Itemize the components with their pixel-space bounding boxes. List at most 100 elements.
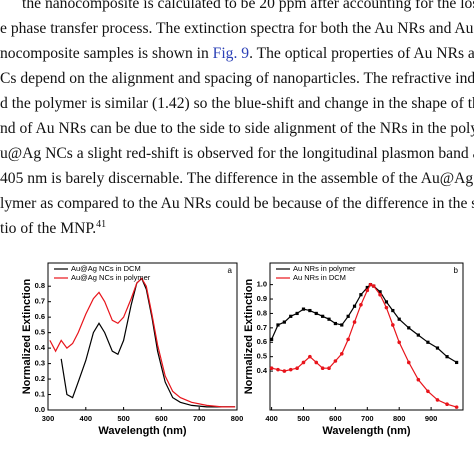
marker xyxy=(333,359,338,363)
marker xyxy=(314,360,319,365)
text-line: lymer as compared to the Au NRs could be… xyxy=(0,191,474,216)
y-tick-label: 0.8 xyxy=(257,308,267,317)
figure-link[interactable]: Fig. 9 xyxy=(212,45,250,62)
x-tick-label: 600 xyxy=(329,414,342,423)
marker xyxy=(282,369,287,373)
marker xyxy=(295,366,299,371)
marker xyxy=(352,320,357,324)
marker xyxy=(327,317,331,321)
text-line: Cs depend on the alignment and spacing o… xyxy=(0,66,474,91)
text: d the polymer is similar (1.42) so the b… xyxy=(0,95,474,112)
series-line xyxy=(60,277,236,408)
marker xyxy=(397,340,401,345)
marker xyxy=(359,293,363,297)
text: nd of Au NRs can be due to the side to s… xyxy=(0,120,474,137)
text: . The optical properties of Au NRs and xyxy=(249,45,474,62)
legend-label: Au NRs in DCM xyxy=(293,273,346,282)
y-tick-label: 0.0 xyxy=(35,405,45,414)
x-axis-label: Wavelength (nm) xyxy=(322,425,411,437)
marker xyxy=(352,304,357,308)
marker xyxy=(426,389,430,394)
x-axis-label: Wavelength (nm) xyxy=(98,425,187,437)
text-line: the nanocomposite is calculated to be 20… xyxy=(0,0,474,16)
text: e phase transfer process. The extinction… xyxy=(0,20,474,37)
x-tick-label: 800 xyxy=(231,414,244,423)
marker xyxy=(426,340,430,344)
x-tick-label: 600 xyxy=(155,414,168,423)
paragraph: the nanocomposite is calculated to be 20… xyxy=(0,0,474,241)
y-tick-label: 0.2 xyxy=(35,374,45,383)
text: Cs depend on the alignment and spacing o… xyxy=(0,70,474,87)
marker xyxy=(269,337,274,341)
legend-label: Au@Ag NCs in DCM xyxy=(71,264,141,273)
y-tick-label: 0.7 xyxy=(257,323,267,332)
marker xyxy=(455,360,459,365)
x-tick-label: 800 xyxy=(393,414,406,423)
marker xyxy=(301,360,306,365)
legend-label: Au@Ag NCs in polymer xyxy=(71,273,151,282)
marker xyxy=(454,405,459,409)
y-tick-label: 0.1 xyxy=(35,390,45,399)
marker xyxy=(308,308,312,313)
marker xyxy=(276,323,280,327)
y-axis-label: Normalized Extinction xyxy=(243,278,255,394)
text-line: d the polymer is similar (1.42) so the b… xyxy=(0,91,474,116)
text-line: tio of the MNP.41 xyxy=(0,216,474,241)
marker xyxy=(445,402,449,407)
marker xyxy=(359,302,363,307)
x-tick-label: 500 xyxy=(297,414,310,423)
marker xyxy=(384,300,389,304)
marker xyxy=(365,288,370,293)
y-tick-label: 0.8 xyxy=(35,281,45,290)
text-line: nd of Au NRs can be due to the side to s… xyxy=(0,116,474,141)
marker xyxy=(371,284,376,288)
marker xyxy=(346,314,350,318)
x-tick-label: 500 xyxy=(117,414,130,423)
y-tick-label: 0.7 xyxy=(35,297,45,306)
y-axis-label: Normalized Extinction xyxy=(21,278,33,394)
y-tick-label: 0.3 xyxy=(35,359,45,368)
marker xyxy=(391,323,395,327)
marker xyxy=(333,321,337,326)
marker xyxy=(269,366,274,371)
marker xyxy=(289,314,293,318)
x-tick-label: 700 xyxy=(361,414,374,423)
marker xyxy=(391,308,395,313)
text: 405 nm is barely discernable. The differ… xyxy=(0,170,474,187)
marker xyxy=(378,290,382,294)
marker xyxy=(416,377,421,382)
y-tick-label: 0.4 xyxy=(257,366,268,375)
marker xyxy=(320,366,325,371)
x-tick-label: 900 xyxy=(425,414,438,423)
series-line xyxy=(271,283,457,363)
series-line xyxy=(49,277,236,408)
marker xyxy=(327,366,331,371)
marker xyxy=(407,326,411,330)
marker xyxy=(406,360,411,365)
marker xyxy=(276,367,280,372)
y-tick-label: 1.0 xyxy=(257,280,267,289)
series-line xyxy=(271,283,457,408)
marker xyxy=(340,323,344,327)
plot-frame xyxy=(269,262,464,411)
marker xyxy=(321,314,325,318)
text-line: nocomposite samples is shown in Fig. 9. … xyxy=(0,41,474,66)
text-line: e phase transfer process. The extinction… xyxy=(0,16,474,41)
panel-label: a xyxy=(228,266,233,275)
marker xyxy=(308,354,312,359)
marker xyxy=(445,355,449,359)
citation: 41 xyxy=(96,218,107,230)
marker xyxy=(314,311,318,316)
marker xyxy=(368,282,373,287)
text: nocomposite samples is shown in xyxy=(0,45,213,62)
x-tick-label: 400 xyxy=(265,414,278,423)
y-tick-label: 0.6 xyxy=(257,337,267,346)
marker xyxy=(288,367,293,372)
marker xyxy=(384,305,389,310)
y-tick-label: 0.5 xyxy=(35,328,45,337)
plot-frame xyxy=(47,262,238,411)
x-tick-label: 700 xyxy=(193,414,206,423)
marker xyxy=(346,337,350,342)
